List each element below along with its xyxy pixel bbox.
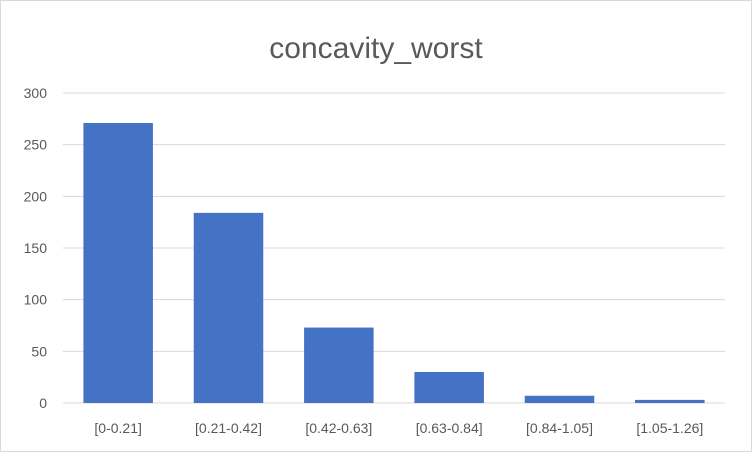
y-tick-label-200: 200 [24,188,48,204]
x-axis: [0-0.21] [0.21-0.42] [0.42-0.63] [0.63-0.84… [94,420,703,436]
bar-5 [635,399,705,403]
y-axis: 0 50 100 150 200 250 300 [24,85,48,411]
y-tick-label-100: 100 [24,292,48,308]
bar-0 [83,122,153,403]
bar-1 [193,212,264,403]
x-tick-label-4: [0.84-1.05] [526,420,593,436]
bars [83,122,705,403]
x-tick-label-0: [0-0.21] [94,420,141,436]
y-tick-label-0: 0 [39,395,47,411]
y-tick-label-50: 50 [31,343,47,359]
x-tick-label-2: [0.42-0.63] [305,420,372,436]
y-tick-label-300: 300 [24,85,48,101]
y-tick-label-150: 150 [24,240,48,256]
y-tick-label-250: 250 [24,137,48,153]
bar-4 [524,395,595,403]
bar-3 [414,372,484,403]
chart-title: concavity_worst [269,32,483,65]
bar-2 [304,327,374,403]
x-tick-label-3: [0.63-0.84] [416,420,483,436]
x-tick-label-1: [0.21-0.42] [195,420,262,436]
x-tick-label-5: [1.05-1.26] [636,420,703,436]
gridlines [63,92,725,404]
